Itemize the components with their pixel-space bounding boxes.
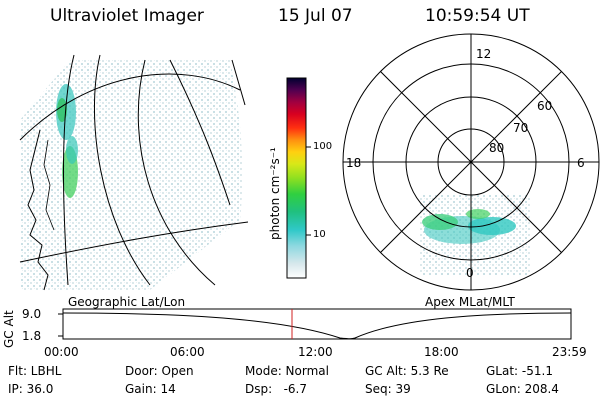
info-seq: Seq: 39: [365, 382, 411, 396]
time-tick-0000: 00:00: [44, 345, 79, 359]
parallel-line: [19, 73, 241, 141]
colorbar-tick-10: 10: [313, 229, 326, 240]
meridian-line: [231, 59, 246, 106]
auroral-oval: [422, 214, 458, 230]
observation-time: 10:59:54 UT: [425, 6, 530, 26]
strip-ytick-high: 9.0: [22, 307, 42, 321]
meridian-line: [93, 54, 151, 286]
time-tick-2359: 23:59: [552, 345, 587, 359]
aurora-patch: [66, 136, 78, 164]
info-glat: GLat: -51.1: [486, 364, 553, 378]
observation-date: 15 Jul 07: [278, 6, 353, 26]
time-tick-1200: 12:00: [298, 345, 333, 359]
mlat-label-60: 60: [537, 99, 553, 113]
info-filter: Flt: LBHL: [8, 364, 62, 378]
parallel-line: [19, 221, 249, 263]
geographic-image-panel: [19, 54, 249, 291]
colorbar: [286, 77, 311, 279]
strip-ytick-low: 1.8: [22, 329, 42, 343]
info-gc-alt: GC Alt: 5.3 Re: [365, 364, 449, 378]
instrument-title: Ultraviolet Imager: [50, 6, 204, 26]
mlt-label-6: 6: [577, 156, 585, 170]
mlt-label-18: 18: [346, 156, 362, 170]
mlt-label-12: 12: [476, 47, 492, 61]
strip-left-title: Geographic Lat/Lon: [68, 295, 186, 309]
altitude-strip-chart: [58, 308, 572, 340]
colorbar-scale: [286, 77, 307, 279]
time-tick-0600: 06:00: [170, 345, 205, 359]
info-door: Door: Open: [125, 364, 194, 378]
info-glon: GLon: 208.4: [486, 382, 559, 396]
strip-right-title: Apex MLat/MLT: [425, 295, 515, 309]
mlt-label-0: 0: [466, 266, 474, 280]
strip-ylabel: GC Alt: [2, 310, 16, 348]
colorbar-tick-100: 100: [313, 141, 333, 152]
altitude-trace: [62, 312, 572, 340]
auroral-oval: [468, 217, 516, 235]
meridian-line: [169, 59, 231, 206]
coastline: [27, 129, 49, 291]
auroral-oval: [466, 209, 490, 219]
info-dsp: Dsp: -6.7: [245, 382, 308, 396]
time-tick-1800: 18:00: [424, 345, 459, 359]
polar-diagonal: [380, 71, 562, 253]
strip-frame: [62, 308, 572, 340]
colorbar-unit-label: photon cm⁻²s⁻¹: [268, 147, 282, 240]
coastline: [43, 139, 55, 231]
info-ip: IP: 36.0: [8, 382, 54, 396]
mlat-label-80: 80: [489, 141, 505, 155]
info-mode: Mode: Normal: [245, 364, 329, 378]
meridian-line: [137, 59, 216, 286]
info-gain: Gain: 14: [125, 382, 176, 396]
polar-plot: [342, 33, 600, 291]
mlat-label-70: 70: [513, 121, 529, 135]
